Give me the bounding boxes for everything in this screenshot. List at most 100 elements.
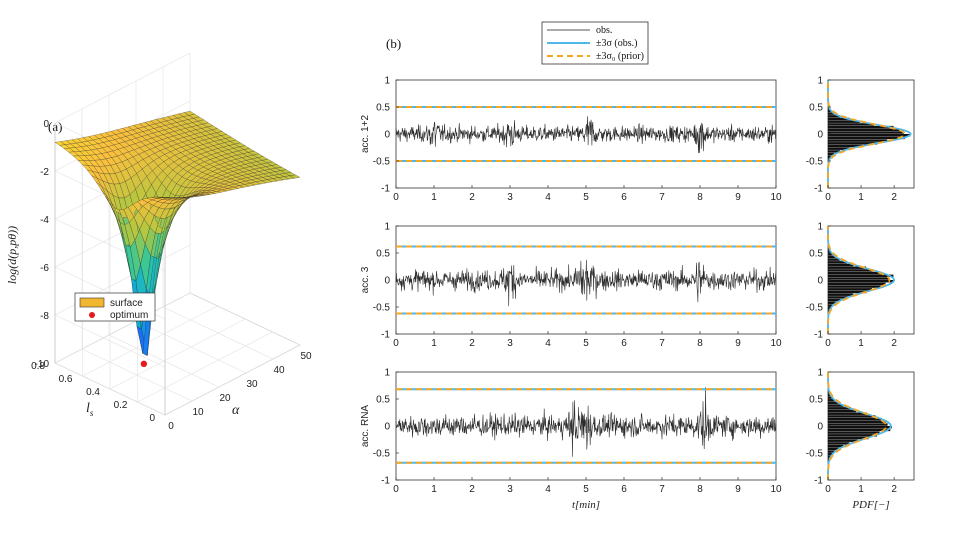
floor-grid-ls xyxy=(164,344,301,416)
pdf-histogram-bar xyxy=(828,428,891,432)
pdf-x-tick-label: 0 xyxy=(825,484,831,495)
pdf-histogram-bar xyxy=(828,404,844,407)
amp-tick-label: -1 xyxy=(381,476,390,487)
legend-label-obs: obs. xyxy=(596,25,612,36)
time-tick-label: 2 xyxy=(469,484,475,495)
wall-grid-z xyxy=(54,52,191,124)
pdf-histogram-bar xyxy=(828,142,878,145)
pdf-histogram-bar xyxy=(828,436,869,440)
surface-legend-label: surface xyxy=(110,298,143,309)
ls-tick: 0.6 xyxy=(59,374,73,385)
pdf-x-tick-label: 1 xyxy=(858,192,864,203)
optimum-point xyxy=(140,360,148,368)
time-tick-label: 8 xyxy=(697,338,703,349)
pdf-histogram-bar xyxy=(828,128,902,132)
pdf-histogram-bar xyxy=(828,144,863,148)
pdf-histogram-bar xyxy=(828,409,857,413)
pdf-histogram-bar xyxy=(828,439,858,442)
pdf-y-tick-label: 0 xyxy=(817,130,823,141)
floor-grid-ls xyxy=(109,318,246,390)
amp-tick-label: 0.5 xyxy=(376,103,390,114)
amp-tick-label: 0.5 xyxy=(376,249,390,260)
pdf-histogram-bar xyxy=(828,261,848,264)
pdf-histogram-bar xyxy=(828,442,850,445)
floor-grid-ls xyxy=(82,305,218,377)
time-tick-label: 0 xyxy=(393,484,399,495)
pdf-y-tick-label: 0 xyxy=(817,276,823,287)
pdf-histogram-bar xyxy=(828,282,886,286)
pdf-histogram-bar xyxy=(828,271,882,275)
pdf-histogram-bar xyxy=(828,399,835,402)
amp-tick-label: -0.5 xyxy=(373,449,391,460)
amp-tick-label: 1 xyxy=(384,222,390,233)
pdf-obs-curve xyxy=(827,372,892,480)
pdf-histogram-bar xyxy=(828,125,894,129)
alpha-tick: 40 xyxy=(273,365,285,376)
channel-label: acc. 1+2 xyxy=(360,115,371,154)
pdf-histogram-bar xyxy=(828,393,831,397)
pdf-histogram-bar xyxy=(828,285,884,288)
amp-tick-label: -0.5 xyxy=(373,157,391,168)
optimum-legend-label: optimum xyxy=(110,310,148,321)
pdf-histogram-bar xyxy=(828,423,888,426)
pdf-histogram-bar xyxy=(828,255,837,259)
amp-tick-label: -1 xyxy=(381,184,390,195)
pdf-histogram-bar xyxy=(828,277,890,280)
amp-tick-label: 0 xyxy=(384,130,390,141)
ls-tick: 0.8 xyxy=(31,361,45,372)
panel-b-label: (b) xyxy=(386,36,401,51)
pdf-histogram-bar xyxy=(828,117,850,121)
pdf-histogram-bar xyxy=(828,266,867,269)
pdf-histogram-bar xyxy=(828,263,854,267)
pdf-histogram-bar xyxy=(828,120,860,123)
pdf-histogram-bar xyxy=(828,131,904,134)
pdf-histogram-bar xyxy=(828,293,854,296)
time-tick-label: 5 xyxy=(583,192,589,203)
pdf-histogram-bar xyxy=(828,444,844,448)
pdf-histogram-bar xyxy=(828,290,867,294)
pdf-y-tick-label: 0.5 xyxy=(809,395,823,406)
time-tick-label: 3 xyxy=(507,192,513,203)
amp-tick-label: 0 xyxy=(384,276,390,287)
time-tick-label: 10 xyxy=(770,338,782,349)
pdf-x-tick-label: 2 xyxy=(891,192,897,203)
obs-signal-line xyxy=(395,387,777,457)
amp-tick-label: 0 xyxy=(384,422,390,433)
alpha-tick: 30 xyxy=(246,379,258,390)
pdf-y-tick-label: -1 xyxy=(814,184,823,195)
channel-label: acc. RNA xyxy=(360,405,371,448)
time-tick-label: 3 xyxy=(507,484,513,495)
amp-tick-label: 0.5 xyxy=(376,395,390,406)
pdf-histogram-bar xyxy=(828,269,874,272)
amp-tick-label: 1 xyxy=(384,76,390,87)
z-tick: -4 xyxy=(40,215,49,226)
alpha-tick: 50 xyxy=(300,351,312,362)
surface-legend-swatch xyxy=(79,297,105,308)
ls-tick: 0 xyxy=(149,413,155,424)
time-tick-label: 6 xyxy=(621,338,627,349)
alpha-tick: 20 xyxy=(219,393,231,404)
time-tick-label: 8 xyxy=(697,192,703,203)
z-tick: -6 xyxy=(40,263,49,274)
time-tick-label: 4 xyxy=(545,338,551,349)
pdf-histogram-bar xyxy=(828,147,850,150)
pdf-histogram-bar xyxy=(828,134,911,137)
time-tick-label: 9 xyxy=(735,338,741,349)
time-tick-label: 0 xyxy=(393,338,399,349)
series-legend: obs. ±3σ (obs.) ±3σ₀ (prior) xyxy=(541,21,649,65)
time-tick-label: 5 xyxy=(583,484,589,495)
pdf-y-tick-label: -1 xyxy=(814,330,823,341)
wall-grid-z xyxy=(54,292,191,364)
pdf-y-tick-label: 1 xyxy=(817,222,823,233)
legend-label-sigma: ±3σ (obs.) xyxy=(596,38,637,49)
pdf-x-tick-label: 1 xyxy=(858,338,864,349)
amp-tick-label: -0.5 xyxy=(373,303,391,314)
pdf-x-tick-label: 2 xyxy=(891,484,897,495)
pdf-y-tick-label: -1 xyxy=(814,476,823,487)
z-tick: -2 xyxy=(40,167,49,178)
pdf-histogram-bar xyxy=(828,412,867,415)
time-tick-label: 4 xyxy=(545,484,551,495)
ls-tick: 0.4 xyxy=(86,387,100,398)
time-tick-label: 9 xyxy=(735,484,741,495)
